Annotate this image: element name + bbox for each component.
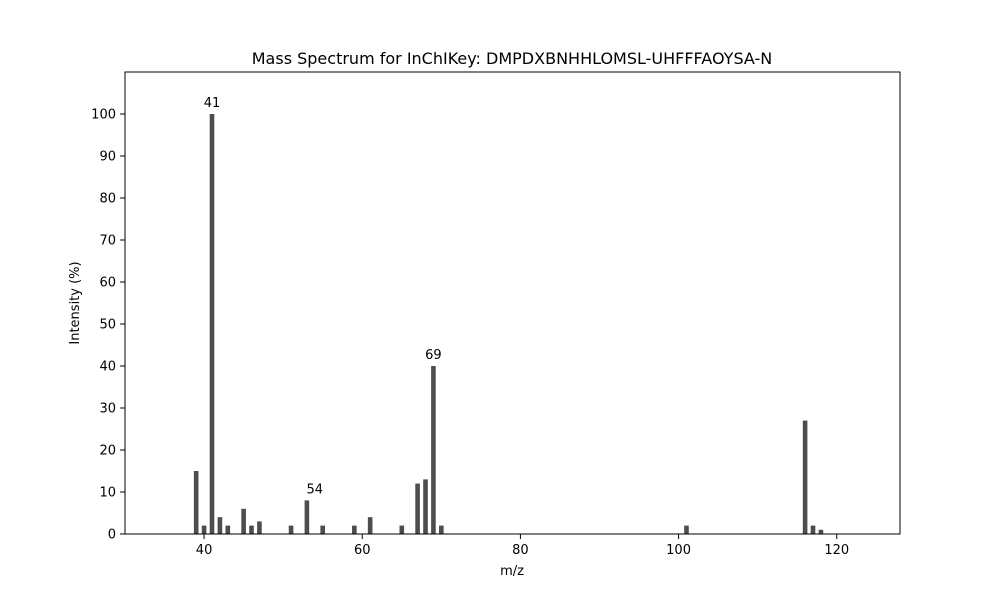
peak-bar-mz-45 <box>241 508 246 534</box>
peak-bar-mz-46 <box>249 525 254 534</box>
y-tick-label: 70 <box>99 234 116 249</box>
x-tick-label: 40 <box>196 543 213 558</box>
peak-bar-mz-69 <box>431 366 436 534</box>
peak-bar-mz-67 <box>415 483 420 534</box>
peak-bar-mz-118 <box>818 529 824 534</box>
peak-bar-mz-116 <box>802 420 808 534</box>
peak-bar-mz-61 <box>367 517 373 534</box>
peak-bar-mz-40 <box>201 525 207 534</box>
y-tick-label: 60 <box>99 276 116 291</box>
y-axis-ticks: 0 10 20 30 40 50 60 70 80 90 100 <box>91 108 125 543</box>
peak-bar-mz-59 <box>352 525 357 534</box>
y-tick-label: 100 <box>91 108 116 123</box>
y-tick-label: 0 <box>108 528 116 543</box>
x-tick-label: 120 <box>824 543 849 558</box>
peak-bar-mz-42 <box>217 517 223 534</box>
peak-bar-mz-43 <box>225 525 231 534</box>
peak-bar-mz-41 <box>209 114 215 534</box>
x-tick-label: 80 <box>512 543 529 558</box>
x-axis-ticks: 40 60 80 100 120 <box>196 534 849 558</box>
peak-bar-mz-65 <box>399 525 405 534</box>
peak-label-54: 54 <box>307 482 324 497</box>
y-tick-label: 20 <box>99 444 116 459</box>
peak-bar-mz-39 <box>193 471 199 534</box>
chart-title: Mass Spectrum for InChIKey: DMPDXBNHHLOM… <box>252 49 772 68</box>
y-tick-label: 80 <box>99 192 116 207</box>
bars-layer <box>193 114 824 534</box>
annotations-layer: 41 54 69 <box>204 96 442 497</box>
peak-bar-mz-51 <box>288 525 294 534</box>
peak-bar-mz-53 <box>304 500 310 534</box>
y-tick-label: 50 <box>99 318 116 333</box>
peak-bar-mz-117 <box>810 525 816 534</box>
x-tick-label: 100 <box>666 543 691 558</box>
y-axis-label: Intensity (%) <box>68 261 83 344</box>
peak-bar-mz-55 <box>320 525 325 534</box>
y-tick-label: 40 <box>99 360 116 375</box>
peak-label-69: 69 <box>425 348 442 363</box>
peak-bar-mz-101 <box>684 525 689 534</box>
y-tick-label: 90 <box>99 150 116 165</box>
plot-frame <box>124 71 901 535</box>
peak-label-41: 41 <box>204 96 221 111</box>
y-tick-label: 10 <box>99 486 116 501</box>
peak-bar-mz-68 <box>423 479 428 534</box>
x-tick-label: 60 <box>354 543 371 558</box>
peak-bar-mz-70 <box>439 525 444 534</box>
peak-bar-mz-47 <box>257 521 262 534</box>
y-tick-label: 30 <box>99 402 116 417</box>
x-axis-label: m/z <box>500 564 524 579</box>
